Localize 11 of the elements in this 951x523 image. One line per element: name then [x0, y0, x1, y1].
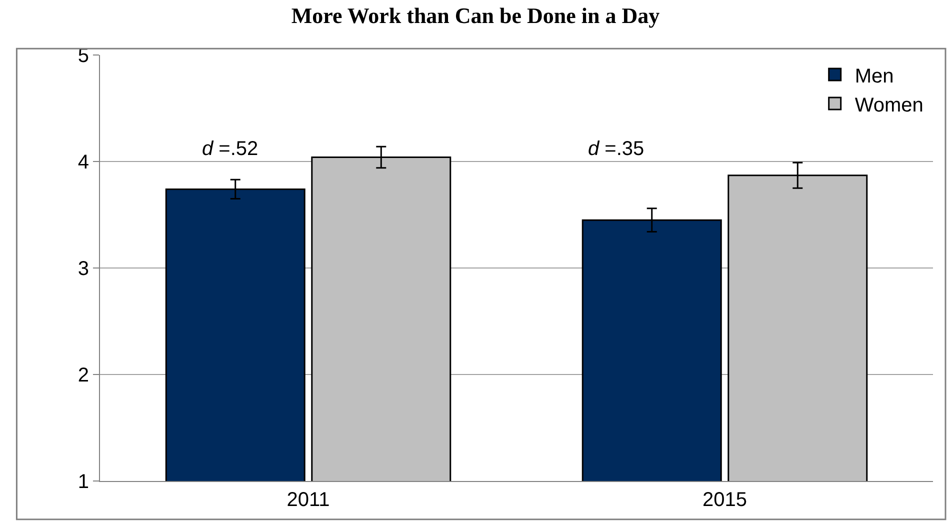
- y-tick-label: 1: [78, 471, 89, 493]
- x-tick-label: 2015: [702, 489, 747, 511]
- legend-label: Women: [854, 94, 924, 116]
- annotation: d =.35: [588, 138, 644, 160]
- x-tick-label: 2011: [286, 489, 330, 511]
- annotation: d =.52: [202, 138, 258, 160]
- y-tick-label: 2: [78, 364, 89, 386]
- chart-title: More Work than Can be Done in a Day: [291, 3, 660, 28]
- y-tick-label: 4: [78, 152, 89, 174]
- y-tick-label: 3: [78, 258, 89, 280]
- legend-label: Men: [854, 65, 894, 88]
